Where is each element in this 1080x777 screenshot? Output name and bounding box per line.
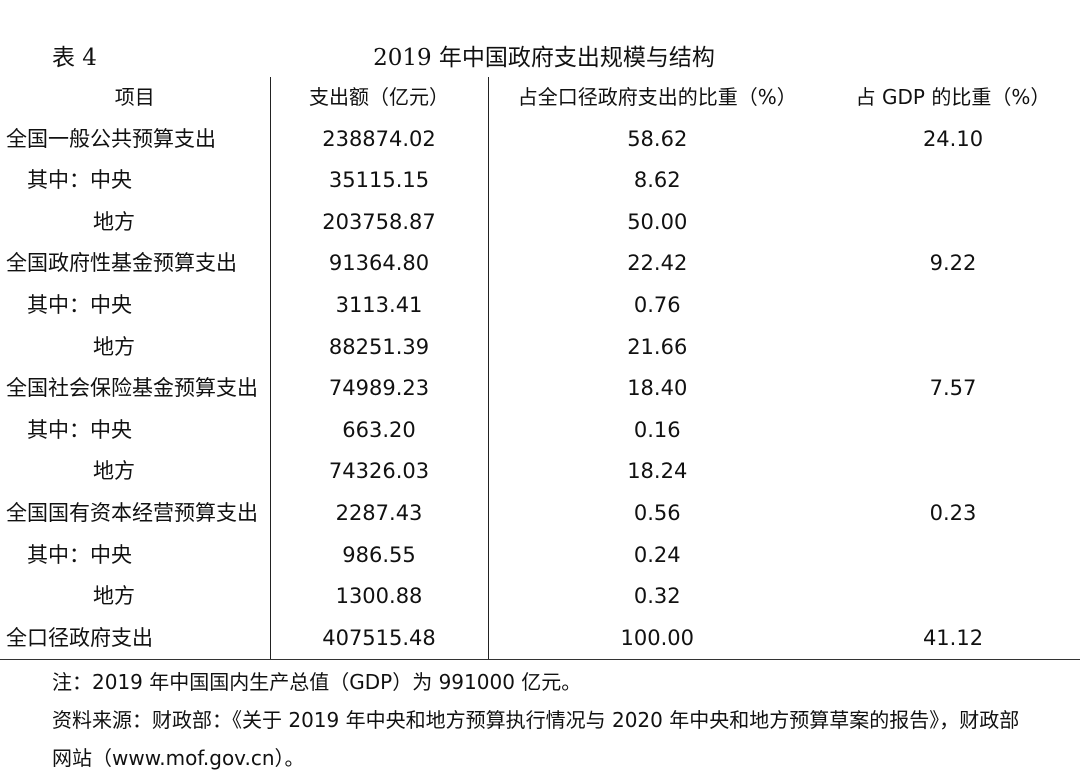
row-item: 其中：中央 <box>0 409 271 452</box>
table-row: 其中：中央 663.20 0.16 <box>0 409 1080 452</box>
row-amount: 74326.03 <box>270 451 489 493</box>
column-header-share: 占全口径政府支出的比重（%） <box>517 85 797 109</box>
column-header-amount: 支出额（亿元） <box>270 77 489 119</box>
table-row: 其中：中央 986.55 0.24 <box>0 534 1080 577</box>
row-amount: 3113.41 <box>270 284 489 327</box>
row-item: 地方 <box>0 451 271 493</box>
row-share: 50.00 <box>627 209 688 234</box>
table-title: 2019 年中国政府支出规模与结构 <box>0 42 1080 74</box>
row-share: 0.56 <box>633 500 681 525</box>
row-amount: 88251.39 <box>270 326 489 369</box>
row-gdp-share <box>826 451 1080 493</box>
row-share: 0.76 <box>633 292 681 317</box>
row-amount: 35115.15 <box>270 160 489 202</box>
table-notes: 注：2019 年中国国内生产总值（GDP）为 991000 亿元。 资料来源：财… <box>52 663 1080 777</box>
row-item: 地方 <box>0 576 271 618</box>
row-gdp-share: 7.57 <box>929 376 977 401</box>
row-amount: 663.20 <box>270 409 489 452</box>
table-row: 其中：中央 35115.15 8.62 <box>0 160 1080 202</box>
row-item: 地方 <box>0 201 271 244</box>
row-share: 21.66 <box>627 334 688 359</box>
row-item: 全国一般公共预算支出 <box>0 118 271 161</box>
source-note-line-2: 网站（www.mof.gov.cn）。 <box>52 746 305 770</box>
row-amount: 1300.88 <box>270 576 489 618</box>
column-header-gdp-share: 占 GDP 的比重（%） <box>855 85 1051 109</box>
row-gdp-share: 0.23 <box>929 500 977 525</box>
row-item: 全国政府性基金预算支出 <box>0 243 271 285</box>
header-row: 项目 支出额（亿元） 占全口径政府支出的比重（%） 占 GDP 的比重（%） <box>0 77 1080 119</box>
row-gdp-share <box>826 576 1080 618</box>
table-title-text: 2019 年中国政府支出规模与结构 <box>373 45 715 71</box>
table-row: 地方 88251.39 21.66 <box>0 326 1080 369</box>
row-item: 其中：中央 <box>0 284 271 327</box>
expenditure-table: 项目 支出额（亿元） 占全口径政府支出的比重（%） 占 GDP 的比重（%） 全… <box>0 77 1080 661</box>
row-amount: 91364.80 <box>270 243 489 285</box>
row-gdp-share: 41.12 <box>826 617 1080 661</box>
row-gdp-share <box>826 410 1080 452</box>
gdp-note: 注：2019 年中国国内生产总值（GDP）为 991000 亿元。 <box>52 670 582 694</box>
row-amount: 986.55 <box>270 534 489 577</box>
row-share: 18.40 <box>627 376 688 401</box>
row-share: 22.42 <box>627 251 688 276</box>
source-note-line-1: 资料来源：财政部：《关于 2019 年中央和地方预算执行情况与 2020 年中央… <box>52 708 1020 732</box>
row-share: 0.24 <box>633 542 681 567</box>
row-gdp-share <box>826 285 1080 327</box>
table-row-total: 全口径政府支出 407515.48 100.00 41.12 <box>0 617 1080 661</box>
row-gdp-share: 9.22 <box>929 251 977 276</box>
row-amount: 238874.02 <box>270 118 489 161</box>
column-header-item: 项目 <box>0 77 271 119</box>
row-gdp-share <box>826 535 1080 577</box>
row-share: 8.62 <box>633 168 681 193</box>
table-row: 全国一般公共预算支出 238874.02 58.62 24.10 <box>0 118 1080 161</box>
row-share: 18.24 <box>627 459 688 484</box>
table-row: 其中：中央 3113.41 0.76 <box>0 284 1080 327</box>
row-amount: 74989.23 <box>270 368 489 410</box>
row-share: 58.62 <box>627 126 688 151</box>
row-share: 0.32 <box>633 584 681 609</box>
row-gdp-share <box>826 327 1080 369</box>
row-amount: 407515.48 <box>270 617 489 661</box>
table-number-label: 表 4 <box>52 45 97 71</box>
row-item: 其中：中央 <box>0 160 271 202</box>
row-amount: 203758.87 <box>270 201 489 244</box>
row-item: 地方 <box>0 326 271 369</box>
table-row: 地方 74326.03 18.24 <box>0 451 1080 493</box>
table-row: 地方 203758.87 50.00 <box>0 201 1080 244</box>
table-row: 全国政府性基金预算支出 91364.80 22.42 9.22 <box>0 243 1080 285</box>
row-item: 其中：中央 <box>0 534 271 577</box>
row-item: 全国社会保险基金预算支出 <box>0 368 271 410</box>
row-gdp-share: 24.10 <box>922 126 984 151</box>
row-amount: 2287.43 <box>270 492 489 535</box>
row-gdp-share <box>826 160 1080 202</box>
row-share: 100.00 <box>488 617 826 661</box>
row-gdp-share <box>826 202 1080 244</box>
row-share: 0.16 <box>633 417 681 442</box>
table-row: 地方 1300.88 0.32 <box>0 576 1080 618</box>
table-row: 全国国有资本经营预算支出 2287.43 0.56 0.23 <box>0 492 1080 535</box>
table-row: 全国社会保险基金预算支出 74989.23 18.40 7.57 <box>0 368 1080 410</box>
row-item: 全国国有资本经营预算支出 <box>0 492 271 535</box>
row-item: 全口径政府支出 <box>0 617 271 661</box>
